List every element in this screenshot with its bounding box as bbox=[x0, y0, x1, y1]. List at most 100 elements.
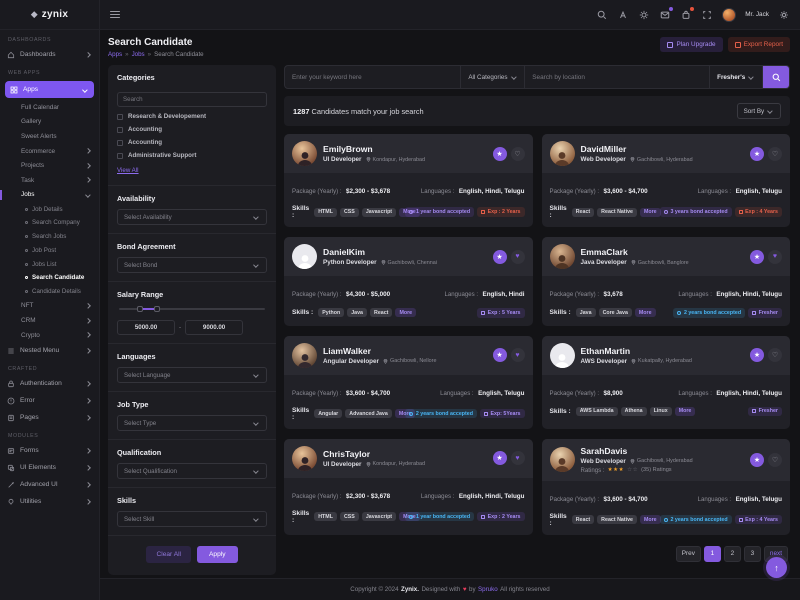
checkbox[interactable] bbox=[117, 152, 123, 159]
sidebar-item-nft[interactable]: NFT bbox=[0, 299, 99, 314]
translate-icon[interactable] bbox=[617, 9, 629, 21]
sidebar-item-full-calendar[interactable]: Full Calendar bbox=[0, 100, 99, 115]
salary-max-input[interactable] bbox=[185, 320, 244, 335]
sidebar-item-jobs-list[interactable]: Jobs List bbox=[0, 257, 99, 271]
category-option[interactable]: Accounting bbox=[117, 126, 267, 133]
sidebar-item-task[interactable]: Task bbox=[0, 173, 99, 188]
sidebar-item-sweet-alerts[interactable]: Sweet Alerts bbox=[0, 129, 99, 144]
more-skills-chip[interactable]: More bbox=[634, 308, 656, 318]
export-report-button[interactable]: Export Report bbox=[727, 37, 790, 52]
sidebar-item-ecommerce[interactable]: Ecommerce bbox=[0, 144, 99, 159]
sidebar-item-search-company[interactable]: Search Company bbox=[0, 216, 99, 230]
checkbox[interactable] bbox=[117, 113, 123, 120]
plan-upgrade-button[interactable]: Plan Upgrade bbox=[660, 37, 723, 52]
favorite-button[interactable]: ♡ bbox=[768, 452, 782, 467]
shortlist-button[interactable]: ★ bbox=[492, 146, 507, 161]
more-skills-chip[interactable]: More bbox=[639, 515, 661, 525]
pagination-page-1[interactable]: 1 bbox=[703, 545, 721, 562]
clear-all-button[interactable]: Clear All bbox=[146, 546, 192, 563]
scroll-top-button[interactable]: ↑ bbox=[766, 557, 787, 578]
pagination-prev[interactable]: Prev bbox=[675, 545, 701, 562]
shortlist-button[interactable]: ★ bbox=[492, 348, 507, 363]
more-skills-chip[interactable]: More bbox=[639, 207, 661, 217]
category-option[interactable]: Administrative Support bbox=[117, 152, 267, 159]
category-option[interactable]: Research & Developement bbox=[117, 113, 267, 120]
pagination-page-2[interactable]: 2 bbox=[723, 545, 741, 562]
shortlist-button[interactable]: ★ bbox=[492, 249, 507, 264]
favorite-button[interactable]: ♥ bbox=[768, 249, 782, 264]
sidebar-item-job-post[interactable]: Job Post bbox=[0, 244, 99, 258]
keyword-input[interactable] bbox=[285, 66, 462, 88]
shortlist-button[interactable]: ★ bbox=[750, 452, 764, 467]
sidebar-item-job-details[interactable]: Job Details bbox=[0, 202, 99, 216]
shortlist-button[interactable]: ★ bbox=[750, 146, 764, 161]
sidebar-item-search-candidate[interactable]: Search Candidate bbox=[0, 271, 99, 285]
sidebar-item-search-jobs[interactable]: Search Jobs bbox=[0, 230, 99, 244]
sidebar-item-gallery[interactable]: Gallery bbox=[0, 115, 99, 130]
apply-button[interactable]: Apply bbox=[197, 546, 238, 563]
more-skills-chip[interactable]: More bbox=[395, 308, 417, 318]
more-skills-chip[interactable]: More bbox=[394, 409, 416, 419]
checkbox[interactable] bbox=[117, 139, 123, 146]
shortlist-button[interactable]: ★ bbox=[492, 451, 507, 466]
favorite-button[interactable]: ♥ bbox=[510, 451, 525, 466]
sidebar-item-candidate-details[interactable]: Candidate Details bbox=[0, 285, 99, 299]
slider-handle-max[interactable] bbox=[154, 305, 161, 312]
salary-range-slider[interactable] bbox=[119, 305, 265, 312]
salary-min-input[interactable] bbox=[117, 320, 175, 335]
sidebar-item-apps[interactable]: Apps bbox=[5, 81, 94, 98]
shortlist-button[interactable]: ★ bbox=[750, 348, 764, 363]
checkbox[interactable] bbox=[117, 126, 123, 133]
qualification-select[interactable]: Select Qualification bbox=[117, 463, 267, 479]
more-skills-chip[interactable]: More bbox=[399, 512, 420, 522]
sort-by-dropdown[interactable]: Sort By bbox=[736, 103, 781, 119]
category-option[interactable]: Accounting bbox=[117, 139, 267, 146]
favorite-button[interactable]: ♡ bbox=[768, 348, 782, 363]
favorite-button[interactable]: ♥ bbox=[510, 249, 525, 264]
search-submit-button[interactable] bbox=[763, 66, 789, 88]
breadcrumb-jobs[interactable]: Jobs bbox=[131, 51, 145, 58]
more-skills-chip[interactable]: More bbox=[674, 406, 696, 416]
theme-toggle-icon[interactable] bbox=[638, 9, 650, 21]
sidebar-item-error[interactable]: Error bbox=[0, 392, 99, 409]
slider-handle-min[interactable] bbox=[136, 305, 143, 312]
sidebar-item-nested-menu[interactable]: Nested Menu bbox=[0, 342, 99, 359]
cart-icon[interactable] bbox=[680, 6, 695, 21]
sidebar-item-utilities[interactable]: Utilities bbox=[0, 493, 99, 510]
bond-select[interactable]: Select Bond bbox=[117, 257, 267, 273]
availability-select[interactable]: Select Availability bbox=[117, 209, 267, 225]
footer-designer-link[interactable]: Spruko bbox=[478, 586, 498, 593]
sidebar-item-dashboards[interactable]: Dashboards bbox=[0, 46, 99, 63]
job-type-select[interactable]: Select Type bbox=[117, 415, 267, 431]
settings-gear-icon[interactable] bbox=[778, 9, 790, 21]
mail-icon[interactable] bbox=[659, 6, 674, 21]
logo[interactable]: ◆ zynix bbox=[0, 0, 99, 30]
shortlist-button[interactable]: ★ bbox=[750, 249, 764, 264]
favorite-button[interactable]: ♡ bbox=[768, 146, 782, 161]
sidebar-item-crm[interactable]: CRM bbox=[0, 313, 99, 328]
language-select[interactable]: Select Language bbox=[117, 367, 267, 383]
favorite-button[interactable]: ♥ bbox=[510, 348, 525, 363]
fullscreen-icon[interactable] bbox=[701, 9, 713, 21]
sidebar-item-jobs[interactable]: Jobs bbox=[0, 188, 99, 203]
breadcrumb-apps[interactable]: Apps bbox=[108, 51, 123, 58]
sidebar-item-advanced-ui[interactable]: Advanced UI bbox=[0, 476, 99, 493]
menu-toggle-button[interactable] bbox=[110, 11, 120, 18]
view-all-link[interactable]: View All bbox=[117, 167, 139, 174]
location-input[interactable] bbox=[525, 66, 711, 88]
favorite-button[interactable]: ♡ bbox=[510, 146, 525, 161]
sidebar-item-crypto[interactable]: Crypto bbox=[0, 328, 99, 343]
experience-dropdown[interactable]: Fresher's bbox=[710, 66, 763, 88]
user-avatar[interactable] bbox=[722, 7, 737, 22]
sidebar-item-forms[interactable]: Forms bbox=[0, 442, 99, 459]
search-icon[interactable] bbox=[596, 9, 608, 21]
pagination-page-3[interactable]: 3 bbox=[743, 545, 761, 562]
sidebar-item-authentication[interactable]: Authentication bbox=[0, 375, 99, 392]
sidebar-item-projects[interactable]: Projects bbox=[0, 158, 99, 173]
category-dropdown[interactable]: All Categories bbox=[461, 66, 526, 88]
skills-select[interactable]: Select Skill bbox=[117, 511, 267, 527]
categories-search-input[interactable] bbox=[117, 92, 267, 107]
more-skills-chip[interactable]: More bbox=[399, 207, 420, 217]
sidebar-item-ui-elements[interactable]: UI Elements bbox=[0, 459, 99, 476]
sidebar-item-pages[interactable]: Pages bbox=[0, 409, 99, 426]
